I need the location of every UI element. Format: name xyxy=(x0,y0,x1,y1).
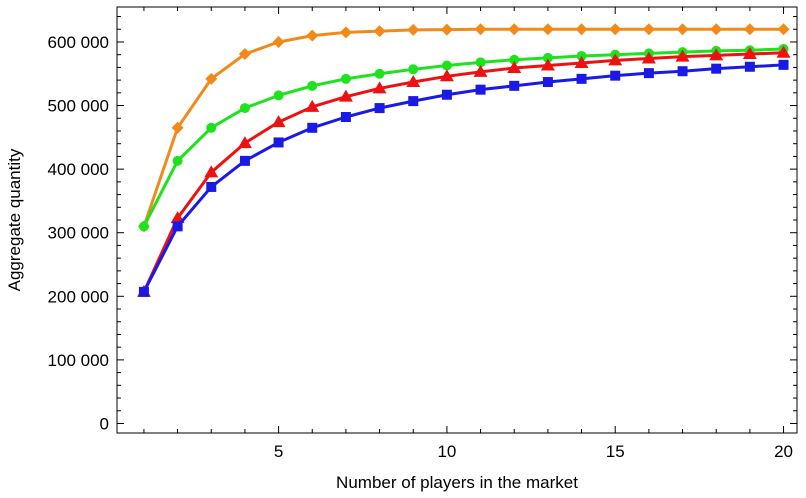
x-tick-label: 20 xyxy=(774,442,793,461)
data-point-circle xyxy=(408,64,419,75)
data-point-diamond xyxy=(171,121,184,134)
data-point-square xyxy=(340,111,351,122)
data-point-diamond xyxy=(743,23,756,36)
data-point-triangle xyxy=(372,81,387,94)
series-square xyxy=(138,59,789,297)
data-point-square xyxy=(610,70,621,81)
data-point-square xyxy=(374,103,385,114)
data-point-triangle xyxy=(742,47,757,60)
data-point-diamond xyxy=(272,35,285,48)
data-point-circle xyxy=(475,57,486,68)
y-axis-label: Aggregate quantity xyxy=(5,148,24,291)
data-point-square xyxy=(744,61,755,72)
data-point-triangle xyxy=(406,75,421,88)
data-point-diamond xyxy=(238,48,251,61)
data-point-diamond xyxy=(710,23,723,36)
y-tick-label: 200 000 xyxy=(48,287,109,306)
data-point-diamond xyxy=(541,23,554,36)
data-point-circle xyxy=(340,73,351,84)
data-point-diamond xyxy=(205,72,218,85)
data-point-square xyxy=(172,221,183,232)
data-point-square xyxy=(677,66,688,77)
x-tick-label: 5 xyxy=(274,442,283,461)
y-axis-ticks: 0 100 000 200 000 300 000 400 000 500 000 600 … xyxy=(48,16,797,433)
data-point-triangle xyxy=(776,45,791,58)
data-point-circle xyxy=(273,90,284,101)
data-point-square xyxy=(643,68,654,79)
series-line xyxy=(142,63,784,293)
data-point-diamond xyxy=(609,23,622,36)
data-point-square xyxy=(542,77,553,88)
data-point-square xyxy=(441,89,452,100)
y-tick-label: 500 000 xyxy=(48,97,109,116)
series-line xyxy=(142,47,784,228)
data-point-square xyxy=(206,181,217,192)
series-triangle xyxy=(136,45,791,297)
data-point-square xyxy=(239,155,250,166)
data-point-triangle xyxy=(574,55,589,68)
data-point-square xyxy=(509,80,520,91)
data-point-triangle xyxy=(709,48,724,61)
data-point-diamond xyxy=(373,25,386,38)
y-tick-label: 100 000 xyxy=(48,351,109,370)
data-point-triangle xyxy=(608,53,623,66)
data-point-triangle xyxy=(675,49,690,62)
data-point-square xyxy=(138,286,149,297)
data-point-circle xyxy=(374,68,385,79)
data-point-diamond xyxy=(575,23,588,36)
data-point-diamond xyxy=(508,23,521,36)
series-line xyxy=(142,51,784,293)
series-circle xyxy=(138,43,789,232)
data-point-diamond xyxy=(474,23,487,36)
data-point-circle xyxy=(138,221,149,232)
data-point-square xyxy=(576,73,587,84)
y-tick-label: 400 000 xyxy=(48,160,109,179)
data-point-circle xyxy=(509,54,520,65)
y-tick-label: 0 xyxy=(100,414,109,433)
x-tick-label: 15 xyxy=(606,442,625,461)
data-point-diamond xyxy=(339,26,352,39)
data-point-diamond xyxy=(306,29,319,42)
data-point-triangle xyxy=(540,58,555,71)
data-point-triangle xyxy=(641,51,656,64)
data-point-circle xyxy=(206,122,217,133)
x-tick-label: 10 xyxy=(437,442,456,461)
data-point-circle xyxy=(441,60,452,71)
data-point-square xyxy=(711,63,722,74)
x-axis-ticks: 5 10 15 20 xyxy=(143,7,793,461)
data-point-triangle xyxy=(338,89,353,102)
data-point-diamond xyxy=(777,23,790,36)
data-point-triangle xyxy=(237,136,252,149)
data-point-diamond xyxy=(642,23,655,36)
data-point-diamond xyxy=(440,23,453,36)
data-point-diamond xyxy=(407,23,420,36)
data-point-triangle xyxy=(271,115,286,128)
data-point-square xyxy=(475,84,486,95)
data-point-square xyxy=(307,122,318,133)
data-point-triangle xyxy=(305,99,320,112)
data-point-triangle xyxy=(439,69,454,82)
data-point-circle xyxy=(542,52,553,63)
data-point-square xyxy=(408,96,419,107)
data-point-triangle xyxy=(473,64,488,77)
y-tick-label: 600 000 xyxy=(48,33,109,52)
data-point-diamond xyxy=(676,23,689,36)
data-point-square xyxy=(273,137,284,148)
series-diamond xyxy=(137,23,790,233)
y-tick-label: 300 000 xyxy=(48,224,109,243)
data-point-circle xyxy=(239,103,250,114)
data-point-square xyxy=(778,59,789,70)
data-point-triangle xyxy=(507,61,522,74)
data-point-circle xyxy=(172,155,183,166)
x-axis-label: Number of players in the market xyxy=(336,473,578,492)
series-layer xyxy=(136,23,791,297)
data-point-circle xyxy=(307,80,318,91)
data-point-triangle xyxy=(204,165,219,178)
